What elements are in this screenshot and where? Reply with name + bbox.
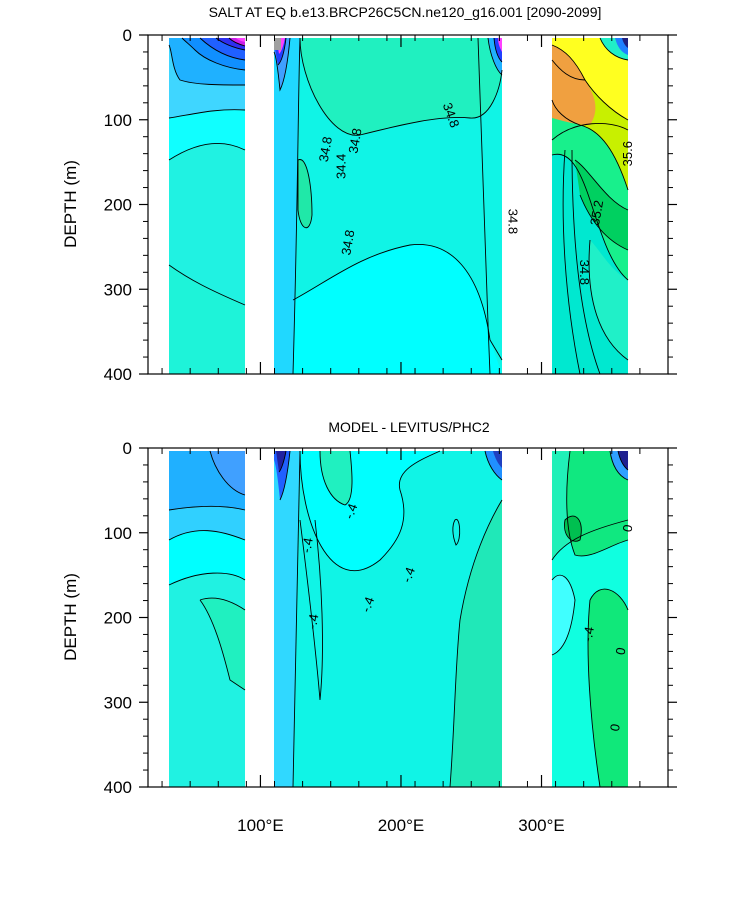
salt-axes: 0 100 200 300 400 <box>104 26 677 384</box>
salt-y-tick-label: 0 <box>123 26 132 45</box>
salt-y-tick-label: 300 <box>104 280 132 299</box>
difference-contour-label: -.4 <box>580 625 597 643</box>
salt-contour-label: 35.6 <box>620 141 635 166</box>
salt-contour-labels: 34.834.8 34.834.434.834.835.635.234.8 <box>316 101 635 285</box>
difference-band-west <box>168 450 246 787</box>
difference-y-tick-label: 100 <box>104 524 132 543</box>
difference-x-tick-label: 200°E <box>378 816 425 835</box>
difference-band-east <box>551 450 629 787</box>
difference-contour-label: -.4 <box>341 502 360 521</box>
difference-contour-label: -.4 <box>399 565 418 584</box>
salt-contour-label: 34.8 <box>338 229 357 257</box>
difference-y-tick-label: 300 <box>104 693 132 712</box>
difference-y-tick-label: 200 <box>104 609 132 628</box>
difference-contour-label: -.4 <box>358 595 377 614</box>
difference-band-central <box>274 450 503 787</box>
difference-contour-label: -.4 <box>304 613 321 631</box>
difference-contour-field <box>168 450 629 787</box>
salt-band-central <box>273 37 503 374</box>
difference-contour-label: 0 <box>620 523 636 533</box>
difference-y-tick-label: 0 <box>123 439 132 458</box>
salt-contour-label: 34.8 <box>316 135 335 163</box>
difference-panel: MODEL - LEVITUS/PHC2 DEPTH (m) <box>61 419 677 835</box>
salt-y-tick-label: 200 <box>104 196 132 215</box>
salt-panel-y-axis-label: DEPTH (m) <box>61 160 80 248</box>
salt-contour-label: 34.8 <box>577 260 592 285</box>
difference-contour-labels: -.4 -.4 -.4 -.4 -.4 -.4 0 0 0 <box>298 502 635 733</box>
difference-contour-label: 0 <box>607 723 623 733</box>
salt-contour-field <box>168 37 629 374</box>
salt-contour-label: 34.8 <box>506 209 521 234</box>
salt-contour-label: 34.8 <box>345 127 364 155</box>
difference-contour-label: -.4 <box>298 537 315 555</box>
difference-panel-y-axis-label: DEPTH (m) <box>61 573 80 661</box>
difference-x-tick-label: 100°E <box>237 816 284 835</box>
salt-y-tick-label: 100 <box>104 111 132 130</box>
salt-band-east <box>551 37 629 374</box>
salt-contour-label: 34.4 <box>333 154 348 179</box>
salt-y-tick-label: 400 <box>104 365 132 384</box>
difference-contour-label: 0 <box>613 646 629 656</box>
salt-contour-label: 35.2 <box>587 199 606 227</box>
difference-panel-title: MODEL - LEVITUS/PHC2 <box>328 419 490 435</box>
difference-axes: 0 100 200 300 400 100°E 200°E 300°E <box>104 439 677 835</box>
difference-x-tick-label: 300°E <box>518 816 565 835</box>
salt-panel: SALT AT EQ b.e13.BRCP26C5CN.ne120_g16.00… <box>61 4 677 384</box>
salt-panel-title: SALT AT EQ b.e13.BRCP26C5CN.ne120_g16.00… <box>209 4 602 20</box>
salt-band-west <box>168 37 246 374</box>
difference-y-tick-label: 400 <box>104 778 132 797</box>
